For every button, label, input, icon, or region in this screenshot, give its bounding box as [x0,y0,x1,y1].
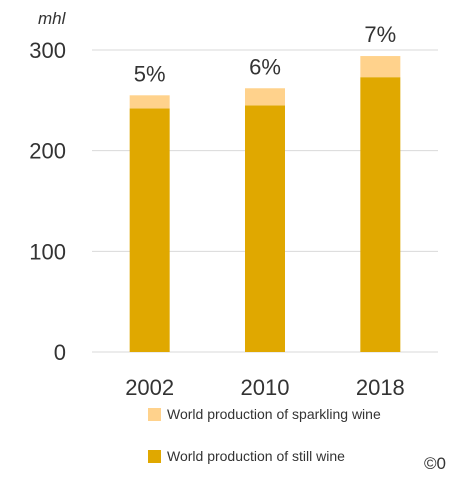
x-tick-label-2018: 2018 [356,375,405,400]
legend-item-sparkling: World production of sparkling wine [148,406,381,422]
x-tick-label-2010: 2010 [241,375,290,400]
y-tick-label-300: 300 [29,38,66,63]
legend-label-still: World production of still wine [167,448,345,464]
y-axis-unit: mhl [38,9,67,28]
legend-item-still: World production of still wine [148,448,345,464]
legend-swatch-still [148,449,161,463]
bar-sparkling-2002 [129,95,170,109]
data-label-2018: 7% [364,22,396,47]
legend-label-sparkling: World production of sparkling wine [167,406,381,422]
bar-still-2002 [129,108,170,353]
bar-sparkling-2018 [360,56,401,78]
y-tick-label-0: 0 [54,340,66,365]
data-label-2002: 5% [134,61,166,86]
bar-sparkling-2010 [245,88,285,106]
data-label-2010: 6% [249,54,281,79]
bar-still-2010 [245,105,285,352]
y-tick-label-200: 200 [29,139,66,164]
x-tick-label-2002: 2002 [125,375,174,400]
legend-swatch-sparkling [148,407,161,421]
copyright-text: ©0 [424,454,446,473]
y-tick-label-100: 100 [29,239,66,264]
bar-still-2018 [360,77,401,353]
